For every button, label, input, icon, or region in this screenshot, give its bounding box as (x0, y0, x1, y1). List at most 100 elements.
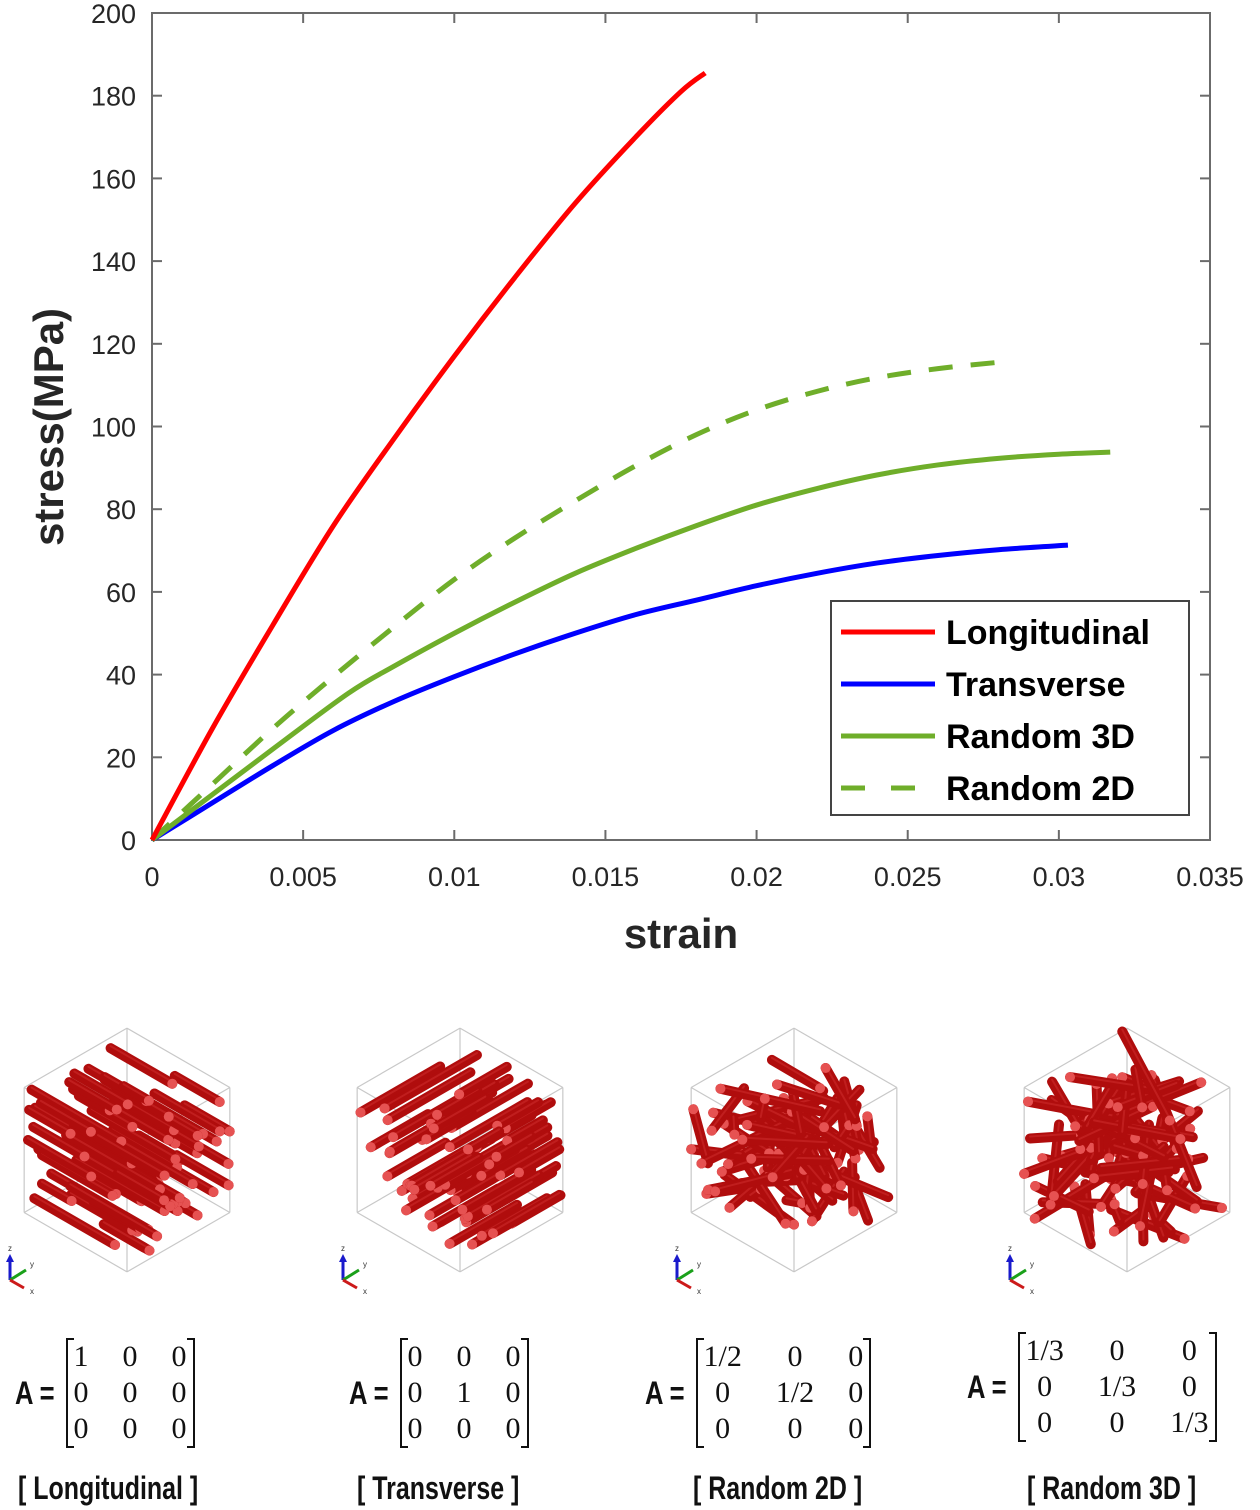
fibers (23, 1043, 235, 1256)
fiber-end-cap (1110, 1183, 1121, 1194)
fiber-end-cap (167, 1078, 178, 1089)
x-tick-label: 0.02 (730, 862, 783, 892)
fiber (454, 1061, 512, 1100)
y-tick-label: 180 (91, 82, 136, 112)
y-axis-ticks: 0 20 40 60 80 100 120 140 160 180 200 (91, 0, 1210, 856)
fiber (710, 1163, 809, 1197)
fiber-end-cap (1185, 1123, 1196, 1134)
fiber-sheen (30, 1086, 123, 1141)
fiber-end-cap (163, 1134, 174, 1145)
fiber-sheen (824, 1064, 856, 1119)
matrix-cell: 0 (456, 1340, 472, 1373)
fiber-sheen (153, 1090, 221, 1131)
fiber-end-cap (192, 1130, 203, 1141)
cube-edge (459, 1211, 564, 1273)
fiber-sheen (1027, 1098, 1130, 1120)
cube-edge (23, 1211, 128, 1273)
fiber (107, 1125, 183, 1173)
fiber-end-cap (211, 1136, 222, 1147)
axis-triad-icon: z y x (1006, 1244, 1034, 1296)
triad-x-axis (342, 1278, 358, 1290)
fiber-end-cap (214, 1096, 225, 1107)
matrix-cell: 0 (171, 1412, 187, 1445)
fiber-end-cap (110, 1239, 121, 1250)
fiber-cube-longitudinal: z y x (6, 1027, 235, 1296)
fiber-sheen (69, 1183, 159, 1236)
tensor-label: A = (348, 1374, 389, 1411)
cube-edge (126, 1211, 231, 1273)
fiber (65, 1181, 163, 1242)
fiber-end-cap (686, 1144, 697, 1155)
cube-edge (1023, 1027, 1128, 1089)
fiber-end-cap (174, 1192, 185, 1203)
matrix-cell: 1/3 (1170, 1406, 1209, 1439)
fiber (715, 1083, 826, 1117)
fiber-end-cap (772, 1079, 783, 1090)
fiber-end-cap (1037, 1153, 1048, 1164)
fiber-end-cap (224, 1126, 235, 1137)
triad-z-label: z (341, 1244, 345, 1253)
fiber-end-cap (484, 1159, 495, 1170)
fiber (169, 1070, 225, 1107)
cube-edge (1023, 1211, 1128, 1273)
fiber-sheen (39, 1099, 92, 1131)
fiber-end-cap (79, 1151, 90, 1162)
fiber-end-cap (688, 1104, 699, 1115)
fiber (355, 1061, 446, 1118)
matrix-cell: 0 (407, 1412, 423, 1445)
fiber-end-cap (1135, 1221, 1146, 1232)
fiber-sheen (1092, 1166, 1174, 1178)
fiber-end-cap (491, 1151, 502, 1162)
fiber (772, 1079, 845, 1110)
fiber-end-cap (742, 1119, 753, 1130)
fiber-end-cap (382, 1171, 393, 1182)
cube-edge (690, 1027, 795, 1089)
fiber (382, 1067, 476, 1126)
legend: Longitudinal Transverse Random 3D Random 2D (830, 600, 1190, 816)
fiber (425, 1152, 484, 1191)
fiber-sheen (383, 1052, 478, 1108)
fiber-end-cap (107, 1190, 118, 1201)
y-tick-label: 100 (91, 413, 136, 443)
fiber-end-cap (127, 1121, 138, 1132)
fiber (514, 1144, 565, 1178)
fiber-sheen (96, 1134, 166, 1175)
fiber-sheen (518, 1146, 561, 1172)
fiber-end-cap (365, 1142, 376, 1153)
fibers (355, 1050, 566, 1250)
matrix-cell: 0 (456, 1412, 472, 1445)
fiber-cube-random-3d: z y x (1006, 1026, 1231, 1296)
fiber-end-cap (432, 1109, 443, 1120)
panel-transverse: z y x (333, 1000, 633, 1505)
fiber-sheen (719, 1085, 822, 1111)
matrix-cell: 0 (787, 1412, 803, 1445)
fiber-end-cap (1095, 1201, 1106, 1212)
matrix-cell: 0 (787, 1340, 803, 1373)
fiber-sheen (413, 1154, 472, 1189)
cube-edge (356, 1086, 461, 1148)
fiber-sheen (466, 1172, 541, 1216)
fiber-end-cap (729, 1129, 740, 1140)
cube-edge (356, 1027, 461, 1089)
fiber-end-cap (65, 1128, 76, 1139)
fiber-end-cap (716, 1166, 727, 1177)
fiber-end-cap (111, 1104, 122, 1115)
x-tick-label: 0.03 (1033, 862, 1086, 892)
fiber-end-cap (382, 1115, 393, 1126)
fibers (686, 1054, 894, 1230)
fiber-end-cap (152, 1231, 163, 1242)
fiber-end-cap (444, 1238, 455, 1249)
fiber-end-cap (379, 1103, 390, 1114)
matrix-cell: 0 (1181, 1370, 1197, 1403)
orientation-matrix: 1/3 0 0 0 1/3 0 0 0 1/3 (1017, 1332, 1217, 1442)
x-tick-label: 0.01 (428, 862, 481, 892)
fiber-end-cap (737, 1134, 748, 1145)
series-layer (149, 70, 1111, 843)
fiber-end-cap (427, 1221, 438, 1232)
fiber (29, 1193, 121, 1250)
y-tick-label: 60 (106, 578, 136, 608)
fiber-end-cap (122, 1099, 133, 1110)
fiber-sheen (32, 1123, 86, 1156)
matrix-cell: 0 (715, 1412, 731, 1445)
